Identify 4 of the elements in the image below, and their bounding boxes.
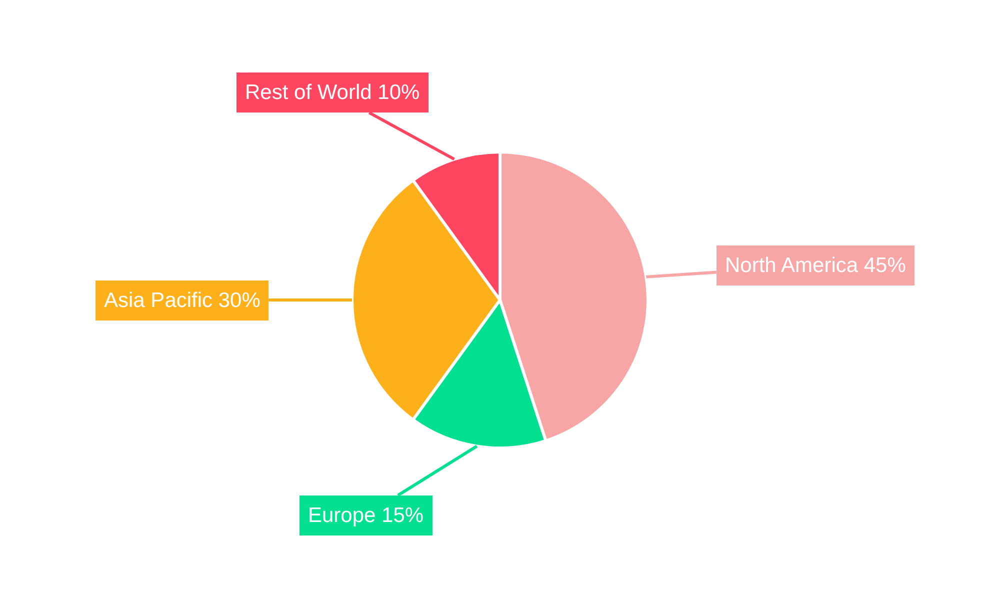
slice-label: North America 45% <box>725 254 906 277</box>
slice-label: Rest of World 10% <box>245 81 420 104</box>
slice-label: Asia Pacific 30% <box>104 289 260 312</box>
slice-label: Europe 15% <box>308 504 424 527</box>
